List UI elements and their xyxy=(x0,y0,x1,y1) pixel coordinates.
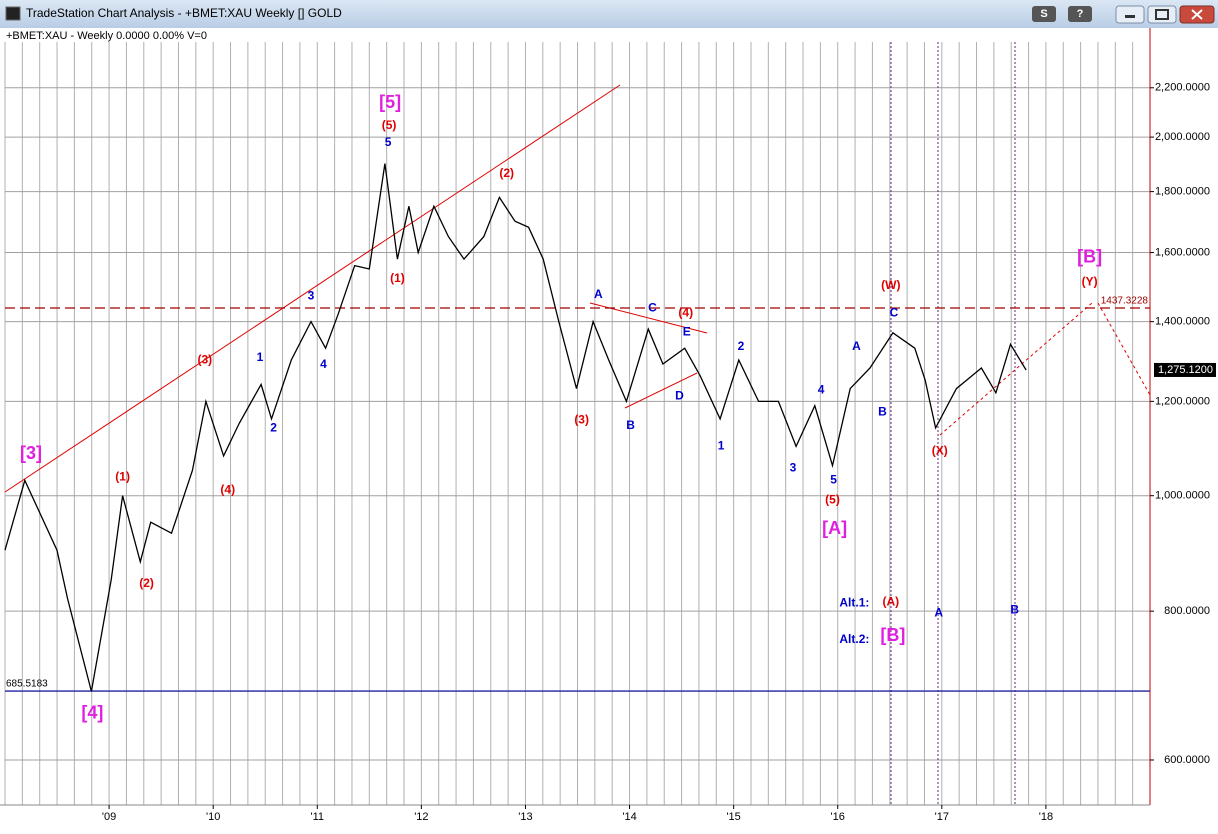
x-tick-label: '14 xyxy=(622,811,636,823)
wave-label: 2 xyxy=(270,421,277,435)
price-line xyxy=(4,163,1027,692)
wave-label: B xyxy=(878,404,887,418)
wave-label: Alt.1: xyxy=(839,596,869,610)
last-price-box xyxy=(1154,362,1216,377)
wave-label: D xyxy=(675,388,684,402)
wave-label: (2) xyxy=(139,576,154,590)
level-label: 685.5183 xyxy=(6,679,48,690)
wave-label: (X) xyxy=(932,443,948,457)
chart-area xyxy=(0,28,1218,834)
wave-label: (3) xyxy=(198,353,213,367)
wave-label: B xyxy=(626,418,635,432)
y-tick-label: 1,800.0000 xyxy=(1155,186,1210,198)
wave-label: 2 xyxy=(738,339,745,353)
s-button-label: S xyxy=(1040,8,1047,20)
x-tick-label: '09 xyxy=(102,811,116,823)
wave-label: (5) xyxy=(382,118,397,132)
wave-label: (W) xyxy=(881,278,900,292)
x-tick-label: '15 xyxy=(726,811,740,823)
y-tick-label: 1,400.0000 xyxy=(1155,316,1210,328)
y-tick-label: 1,600.0000 xyxy=(1155,246,1210,258)
wave-label: Alt.2: xyxy=(839,632,869,646)
wave-label: (Y) xyxy=(1082,275,1098,289)
wave-label: (4) xyxy=(220,483,235,497)
y-tick-label: 600.0000 xyxy=(1164,754,1210,766)
wave-label: A xyxy=(594,287,603,301)
wave-label: A xyxy=(934,605,943,619)
s-button[interactable] xyxy=(1032,6,1056,22)
last-price-label: 1,275.1200 xyxy=(1158,364,1213,376)
wave-label: [B] xyxy=(880,625,905,645)
x-tick-label: '12 xyxy=(414,811,428,823)
wave-label: (1) xyxy=(390,271,405,285)
wave-label: (A) xyxy=(882,594,899,608)
wave-label: (4) xyxy=(678,306,693,320)
minimize-button[interactable] xyxy=(1115,5,1145,24)
window-title: TradeStation Chart Analysis - +BMET:XAU … xyxy=(26,6,342,20)
wave-label: (1) xyxy=(115,470,130,484)
wave-label: (2) xyxy=(499,166,514,180)
x-tick-label: '16 xyxy=(831,811,845,823)
wave-label: E xyxy=(683,325,691,339)
close-icon xyxy=(1191,9,1203,20)
wave-label: [A] xyxy=(822,518,847,538)
minimize-icon xyxy=(1125,15,1135,18)
chart-header: +BMET:XAU - Weekly 0.0000 0.00% V=0 xyxy=(6,30,207,42)
grid xyxy=(4,42,1150,805)
wave-label: [B] xyxy=(1077,246,1102,266)
y-tick-label: 1,000.0000 xyxy=(1155,490,1210,502)
help-button[interactable] xyxy=(1068,6,1092,22)
help-button-label: ? xyxy=(1077,8,1084,20)
wave-label: (3) xyxy=(574,412,589,426)
y-tick-label: 2,000.0000 xyxy=(1155,131,1210,143)
wave-label: A xyxy=(852,339,861,353)
maximize-icon xyxy=(1155,9,1169,20)
y-tick-label: 800.0000 xyxy=(1164,605,1210,617)
x-tick-label: '11 xyxy=(311,811,325,823)
triangle-lower xyxy=(624,372,698,409)
x-tick-label: '17 xyxy=(935,811,949,823)
wave-label: 3 xyxy=(790,461,797,475)
wave-label: (5) xyxy=(825,493,840,507)
wave-label: C xyxy=(890,306,899,320)
app-icon xyxy=(5,6,21,21)
wave-label: 4 xyxy=(320,357,327,371)
plot: 600.0000 800.0000 1,000.0000 1,200.0000 1,40… xyxy=(4,82,1216,823)
maximize-button[interactable] xyxy=(1147,5,1177,24)
x-tick-label: '18 xyxy=(1039,811,1053,823)
y-tick-label: 1,200.0000 xyxy=(1155,395,1210,407)
y-tick-label: 2,200.0000 xyxy=(1155,82,1210,94)
channel-line xyxy=(4,84,621,493)
wave-label: 4 xyxy=(818,382,825,396)
wave-label: [3] xyxy=(20,443,42,463)
wave-label: C xyxy=(648,301,657,315)
wave-label: [5] xyxy=(379,92,401,112)
wave-label: 1 xyxy=(257,350,264,364)
wave-label: 3 xyxy=(308,289,315,303)
wave-label: 5 xyxy=(830,473,837,487)
title-bar xyxy=(0,0,1218,28)
wave-label: 5 xyxy=(385,135,392,149)
wave-label: 1 xyxy=(718,439,725,453)
x-tick-label: '13 xyxy=(518,811,532,823)
level-label: 1437.3228 xyxy=(1101,296,1149,307)
x-tick-label: '10 xyxy=(206,811,220,823)
wave-label: B xyxy=(1010,603,1019,617)
wave-label: [4] xyxy=(81,703,103,723)
